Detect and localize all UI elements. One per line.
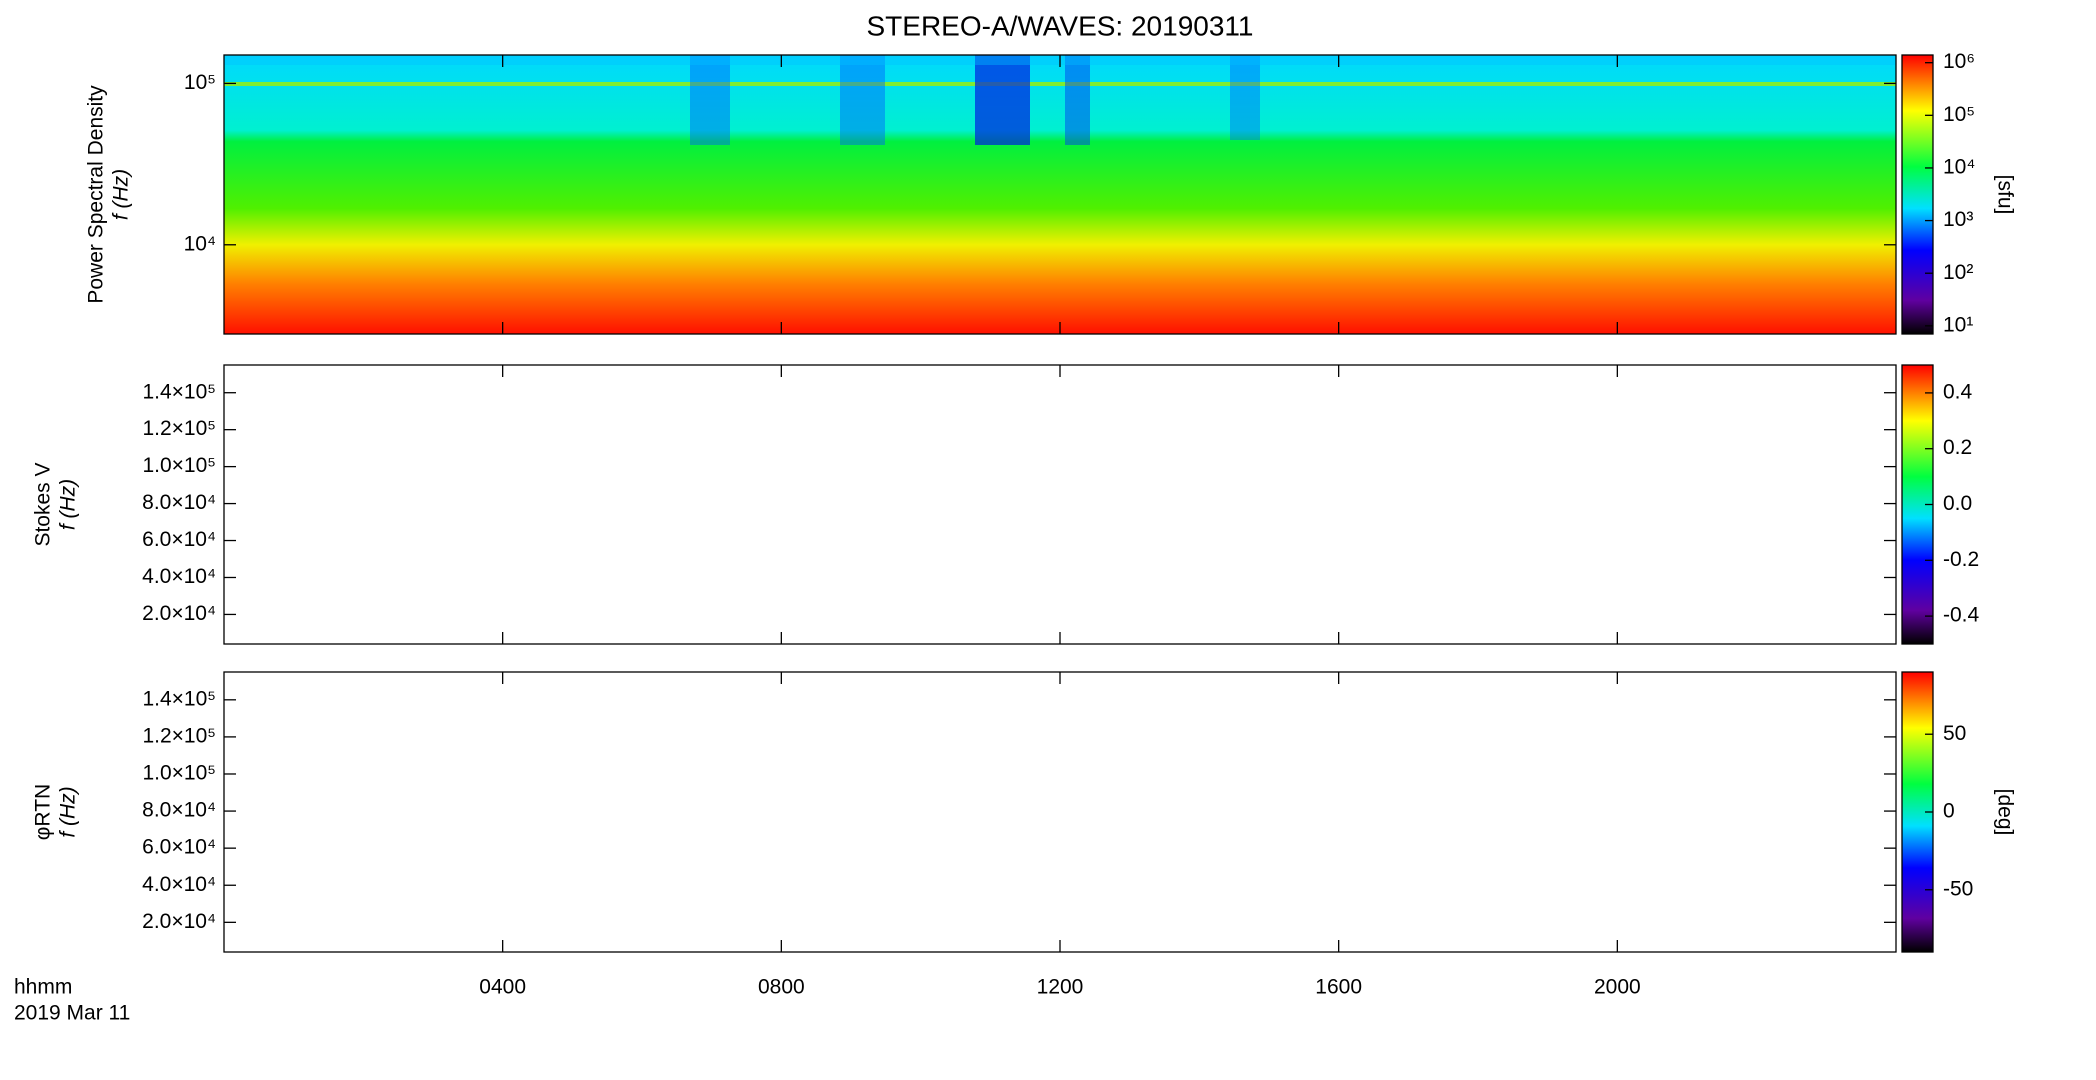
y-axis-label: Stokes V	[32, 462, 55, 546]
colorbar-label: [deg]	[1993, 789, 2016, 836]
colorbar-tick-label: 10²	[1943, 261, 1973, 284]
colorbar-tick-label: 50	[1943, 722, 1966, 745]
y-tick-label: 1.4×10⁵	[142, 380, 216, 403]
colorbar	[1901, 54, 1934, 335]
y-tick-label: 2.0×10⁴	[142, 602, 216, 625]
y-tick-label: 10⁵	[184, 71, 216, 94]
y-tick-label: 8.0×10⁴	[142, 799, 216, 822]
y-tick-label: 6.0×10⁴	[142, 528, 216, 551]
y-tick-label: 10⁴	[184, 232, 216, 255]
y-tick-label: 1.0×10⁵	[142, 454, 216, 477]
y-tick-label: 1.2×10⁵	[142, 417, 216, 440]
y-tick-label: 8.0×10⁴	[142, 491, 216, 514]
y-tick-label: 2.0×10⁴	[142, 910, 216, 933]
x-tick-label: 2000	[1594, 976, 1641, 999]
y-tick-label: 1.4×10⁵	[142, 687, 216, 710]
y-tick-label: 6.0×10⁴	[142, 836, 216, 859]
y-axis-label: f (Hz)	[110, 169, 133, 220]
colorbar-tick-label: 10⁴	[1943, 156, 1975, 179]
colorbar-tick-label: 10⁵	[1943, 103, 1975, 126]
colorbar-tick-label: 0.4	[1943, 380, 1973, 403]
colorbar-tick-label: -50	[1943, 877, 1973, 900]
y-tick-label: 4.0×10⁴	[142, 565, 216, 588]
plot-frame	[223, 671, 1897, 953]
y-tick-label: 1.2×10⁵	[142, 724, 216, 747]
colorbar-tick-label: 0	[1943, 800, 1955, 823]
x-tick-label: 0800	[758, 976, 805, 999]
x-axis-label: hhmm	[14, 976, 72, 999]
colorbar-tick-label: 10⁶	[1943, 50, 1975, 73]
colorbar-tick-label: -0.4	[1943, 604, 1980, 627]
plot-frame	[223, 364, 1897, 645]
date-label: 2019 Mar 11	[14, 1002, 130, 1025]
y-axis-label: f (Hz)	[57, 479, 80, 530]
colorbar-label: [sfu]	[1993, 175, 2016, 215]
y-axis-label: f (Hz)	[57, 786, 80, 837]
x-tick-label: 1600	[1315, 976, 1362, 999]
colorbar-tick-label: 0.0	[1943, 492, 1972, 515]
x-tick-label: 0400	[479, 976, 526, 999]
spectrogram-image	[224, 55, 1896, 334]
x-tick-label: 1200	[1037, 976, 1084, 999]
colorbar-tick-label: -0.2	[1943, 548, 1979, 571]
y-tick-label: 1.0×10⁵	[142, 762, 216, 785]
y-axis-label: Power Spectral Density	[85, 85, 108, 304]
colorbar-tick-label: 0.2	[1943, 436, 1972, 459]
colorbar-tick-label: 10¹	[1943, 313, 1973, 336]
colorbar-tick-label: 10³	[1943, 208, 1973, 231]
y-axis-label: φRTN	[32, 784, 55, 840]
y-tick-label: 4.0×10⁴	[142, 873, 216, 896]
title: STEREO-A/WAVES: 20190311	[867, 10, 1254, 41]
